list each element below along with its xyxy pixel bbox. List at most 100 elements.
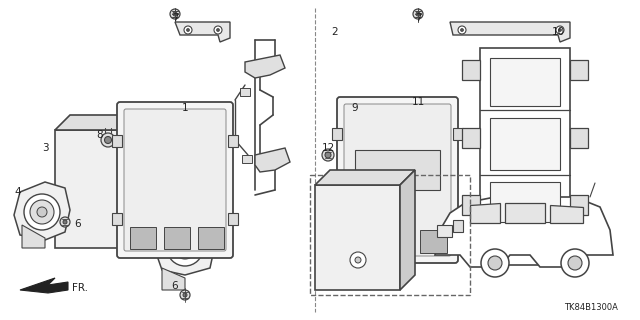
- Text: 13: 13: [330, 193, 342, 203]
- Polygon shape: [570, 195, 588, 215]
- Circle shape: [184, 26, 192, 34]
- Circle shape: [416, 12, 420, 16]
- Circle shape: [458, 26, 466, 34]
- Text: 11: 11: [412, 97, 424, 107]
- Circle shape: [30, 200, 54, 224]
- Polygon shape: [55, 115, 160, 130]
- Text: 6: 6: [172, 281, 179, 291]
- Polygon shape: [462, 195, 480, 215]
- Circle shape: [350, 252, 366, 268]
- Circle shape: [174, 237, 196, 259]
- Bar: [355, 150, 440, 190]
- Bar: [240, 88, 250, 96]
- Circle shape: [355, 257, 361, 263]
- Circle shape: [424, 105, 430, 111]
- Text: 9: 9: [352, 103, 358, 113]
- Circle shape: [104, 137, 111, 143]
- Polygon shape: [462, 128, 480, 148]
- Bar: [242, 155, 252, 163]
- Circle shape: [568, 256, 582, 270]
- Polygon shape: [470, 203, 500, 223]
- Circle shape: [556, 26, 564, 34]
- Text: 1: 1: [182, 103, 188, 113]
- Circle shape: [63, 220, 67, 224]
- Polygon shape: [570, 128, 588, 148]
- Text: TK84B1300A: TK84B1300A: [564, 303, 618, 313]
- Text: FR.: FR.: [72, 283, 88, 293]
- Polygon shape: [315, 170, 415, 185]
- Circle shape: [488, 256, 502, 270]
- Bar: [490, 182, 560, 222]
- Bar: [112, 213, 122, 225]
- Text: 10: 10: [552, 27, 564, 37]
- Bar: [385, 230, 412, 253]
- Circle shape: [170, 9, 180, 19]
- Circle shape: [561, 249, 589, 277]
- Circle shape: [173, 12, 177, 16]
- Circle shape: [167, 230, 203, 266]
- Circle shape: [421, 102, 433, 114]
- FancyBboxPatch shape: [124, 109, 226, 251]
- Text: 4: 4: [15, 187, 21, 197]
- Bar: [228, 135, 238, 147]
- Polygon shape: [505, 203, 545, 223]
- Polygon shape: [550, 205, 583, 223]
- Bar: [490, 118, 560, 170]
- Text: 2: 2: [332, 27, 339, 37]
- Polygon shape: [155, 228, 162, 255]
- Text: 7: 7: [415, 13, 421, 23]
- Polygon shape: [175, 22, 230, 42]
- Circle shape: [216, 28, 220, 31]
- Text: 12: 12: [321, 143, 335, 153]
- FancyBboxPatch shape: [117, 102, 233, 258]
- Bar: [350, 230, 377, 253]
- Bar: [437, 225, 452, 237]
- Text: 7: 7: [172, 13, 179, 23]
- Polygon shape: [14, 182, 70, 240]
- Circle shape: [37, 207, 47, 217]
- Bar: [310, 175, 470, 295]
- Circle shape: [180, 290, 190, 300]
- Circle shape: [186, 28, 189, 31]
- Polygon shape: [315, 185, 400, 290]
- Bar: [130, 227, 156, 249]
- Polygon shape: [255, 148, 290, 172]
- Bar: [490, 58, 560, 106]
- Circle shape: [60, 217, 70, 227]
- Bar: [332, 128, 342, 140]
- Polygon shape: [155, 220, 215, 275]
- Polygon shape: [400, 170, 415, 290]
- Text: 6: 6: [75, 219, 81, 229]
- FancyBboxPatch shape: [337, 97, 458, 263]
- Bar: [164, 227, 190, 249]
- Text: 3: 3: [42, 143, 48, 153]
- Polygon shape: [162, 268, 185, 290]
- Polygon shape: [22, 225, 45, 248]
- Bar: [112, 135, 122, 147]
- Circle shape: [214, 26, 222, 34]
- Bar: [332, 220, 342, 232]
- Text: 5: 5: [172, 233, 179, 243]
- Polygon shape: [462, 60, 480, 80]
- Polygon shape: [145, 115, 160, 248]
- FancyBboxPatch shape: [344, 104, 451, 256]
- Polygon shape: [55, 130, 145, 248]
- Bar: [228, 213, 238, 225]
- Bar: [453, 220, 463, 232]
- Circle shape: [461, 28, 463, 31]
- Bar: [453, 128, 463, 140]
- Circle shape: [24, 194, 60, 230]
- Bar: [198, 227, 224, 249]
- Polygon shape: [450, 22, 570, 42]
- Circle shape: [322, 149, 334, 161]
- Polygon shape: [245, 55, 285, 78]
- Polygon shape: [570, 60, 588, 80]
- Circle shape: [559, 28, 561, 31]
- Polygon shape: [20, 278, 68, 293]
- Polygon shape: [435, 197, 613, 267]
- Circle shape: [413, 9, 423, 19]
- Circle shape: [481, 249, 509, 277]
- Circle shape: [101, 133, 115, 147]
- Text: 8: 8: [97, 130, 103, 140]
- Circle shape: [183, 293, 187, 297]
